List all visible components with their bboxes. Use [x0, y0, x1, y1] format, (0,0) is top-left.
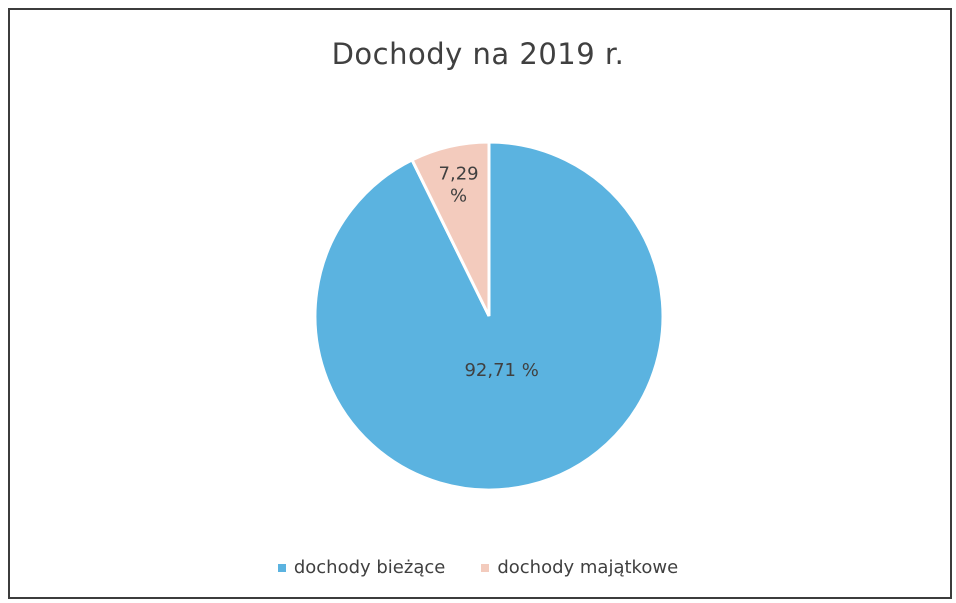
legend-item-dochody-majatkowe[interactable]: dochody majątkowe: [481, 557, 678, 578]
legend: dochody bieżące dochody majątkowe: [0, 557, 956, 578]
pie-label-dochody-majatkowe: 7,29%: [439, 164, 479, 207]
legend-swatch-dochody-majatkowe: [481, 563, 490, 572]
legend-item-dochody-biezace[interactable]: dochody bieżące: [277, 557, 446, 578]
legend-label-dochody-majatkowe: dochody majątkowe: [497, 557, 679, 578]
chart-title: Dochody na 2019 r.: [331, 37, 625, 71]
legend-swatch-dochody-biezace: [277, 563, 286, 572]
pie-labels: 92,71 % 7,29%: [439, 164, 539, 382]
legend-label-dochody-biezace: dochody bieżące: [293, 557, 446, 578]
pie-label-dochody-biezace: 92,71 %: [464, 360, 538, 381]
pie-slice-dochody-majatkowe[interactable]: [410, 140, 491, 317]
pie-slices: [313, 140, 665, 492]
